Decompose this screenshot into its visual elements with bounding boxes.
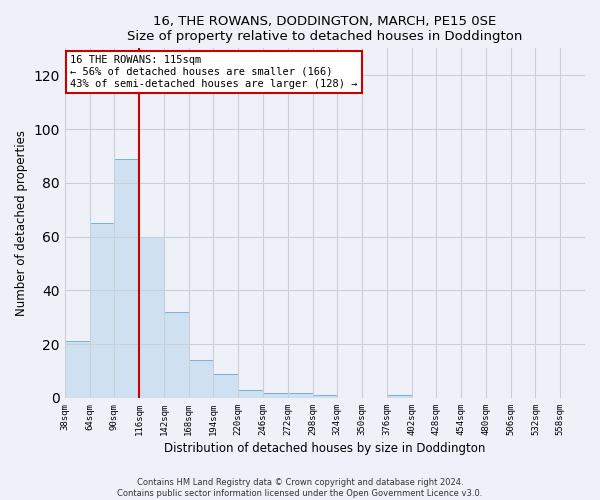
Bar — [89, 223, 115, 398]
Bar — [214, 374, 238, 398]
Y-axis label: Number of detached properties: Number of detached properties — [15, 130, 28, 316]
Bar — [188, 360, 214, 398]
Text: 16 THE ROWANS: 115sqm
← 56% of detached houses are smaller (166)
43% of semi-det: 16 THE ROWANS: 115sqm ← 56% of detached … — [70, 56, 358, 88]
Bar — [164, 312, 188, 398]
Bar — [139, 236, 164, 398]
Bar — [115, 158, 139, 398]
Bar — [238, 390, 263, 398]
Bar — [313, 396, 337, 398]
Bar — [263, 392, 288, 398]
Title: 16, THE ROWANS, DODDINGTON, MARCH, PE15 0SE
Size of property relative to detache: 16, THE ROWANS, DODDINGTON, MARCH, PE15 … — [127, 15, 523, 43]
Bar — [288, 392, 313, 398]
Bar — [65, 342, 89, 398]
X-axis label: Distribution of detached houses by size in Doddington: Distribution of detached houses by size … — [164, 442, 485, 455]
Text: Contains HM Land Registry data © Crown copyright and database right 2024.
Contai: Contains HM Land Registry data © Crown c… — [118, 478, 482, 498]
Bar — [387, 396, 412, 398]
